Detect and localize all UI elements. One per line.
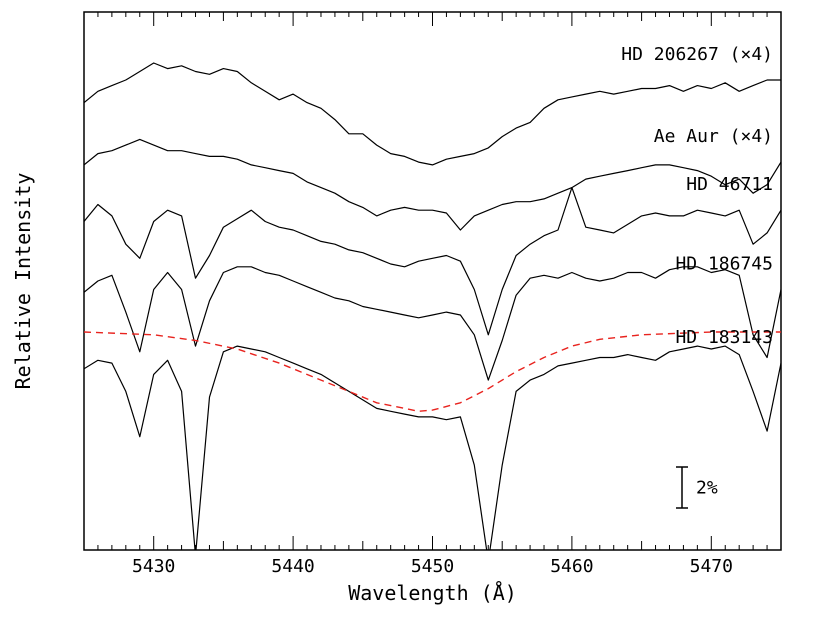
x-tick-label: 5450: [411, 556, 454, 577]
y-axis-label: Relative Intensity: [11, 173, 35, 390]
series-line: [84, 345, 781, 550]
series-labels: HD 206267 (×4) Ae Aur (×4) HD 46711 HD 1867…: [621, 44, 773, 348]
x-tick-label: 5440: [271, 556, 314, 577]
series-label: HD 186745: [675, 253, 773, 274]
scale-bar-label: 2%: [696, 478, 718, 499]
x-tick-label: 5460: [550, 556, 593, 577]
scale-bar: 2%: [676, 466, 718, 509]
x-tick-label: 5430: [132, 556, 175, 577]
series-group: [84, 62, 781, 550]
x-tick-labels: 5430 5440 5450 5460 5470: [132, 556, 733, 577]
axis-ticks: [83, 12, 782, 550]
series-label: Ae Aur (×4): [654, 126, 773, 147]
x-axis-label: Wavelength (Å): [348, 581, 517, 605]
series-line: [84, 187, 781, 336]
series-label: HD 206267 (×4): [621, 44, 773, 65]
series-line: [84, 62, 781, 166]
series-label: HD 183143: [675, 327, 773, 348]
x-tick-label: 5470: [690, 556, 733, 577]
series-label: HD 46711: [686, 174, 773, 195]
series-line: [84, 266, 781, 381]
series-line: [84, 138, 781, 231]
model-fit-line: [84, 331, 781, 412]
